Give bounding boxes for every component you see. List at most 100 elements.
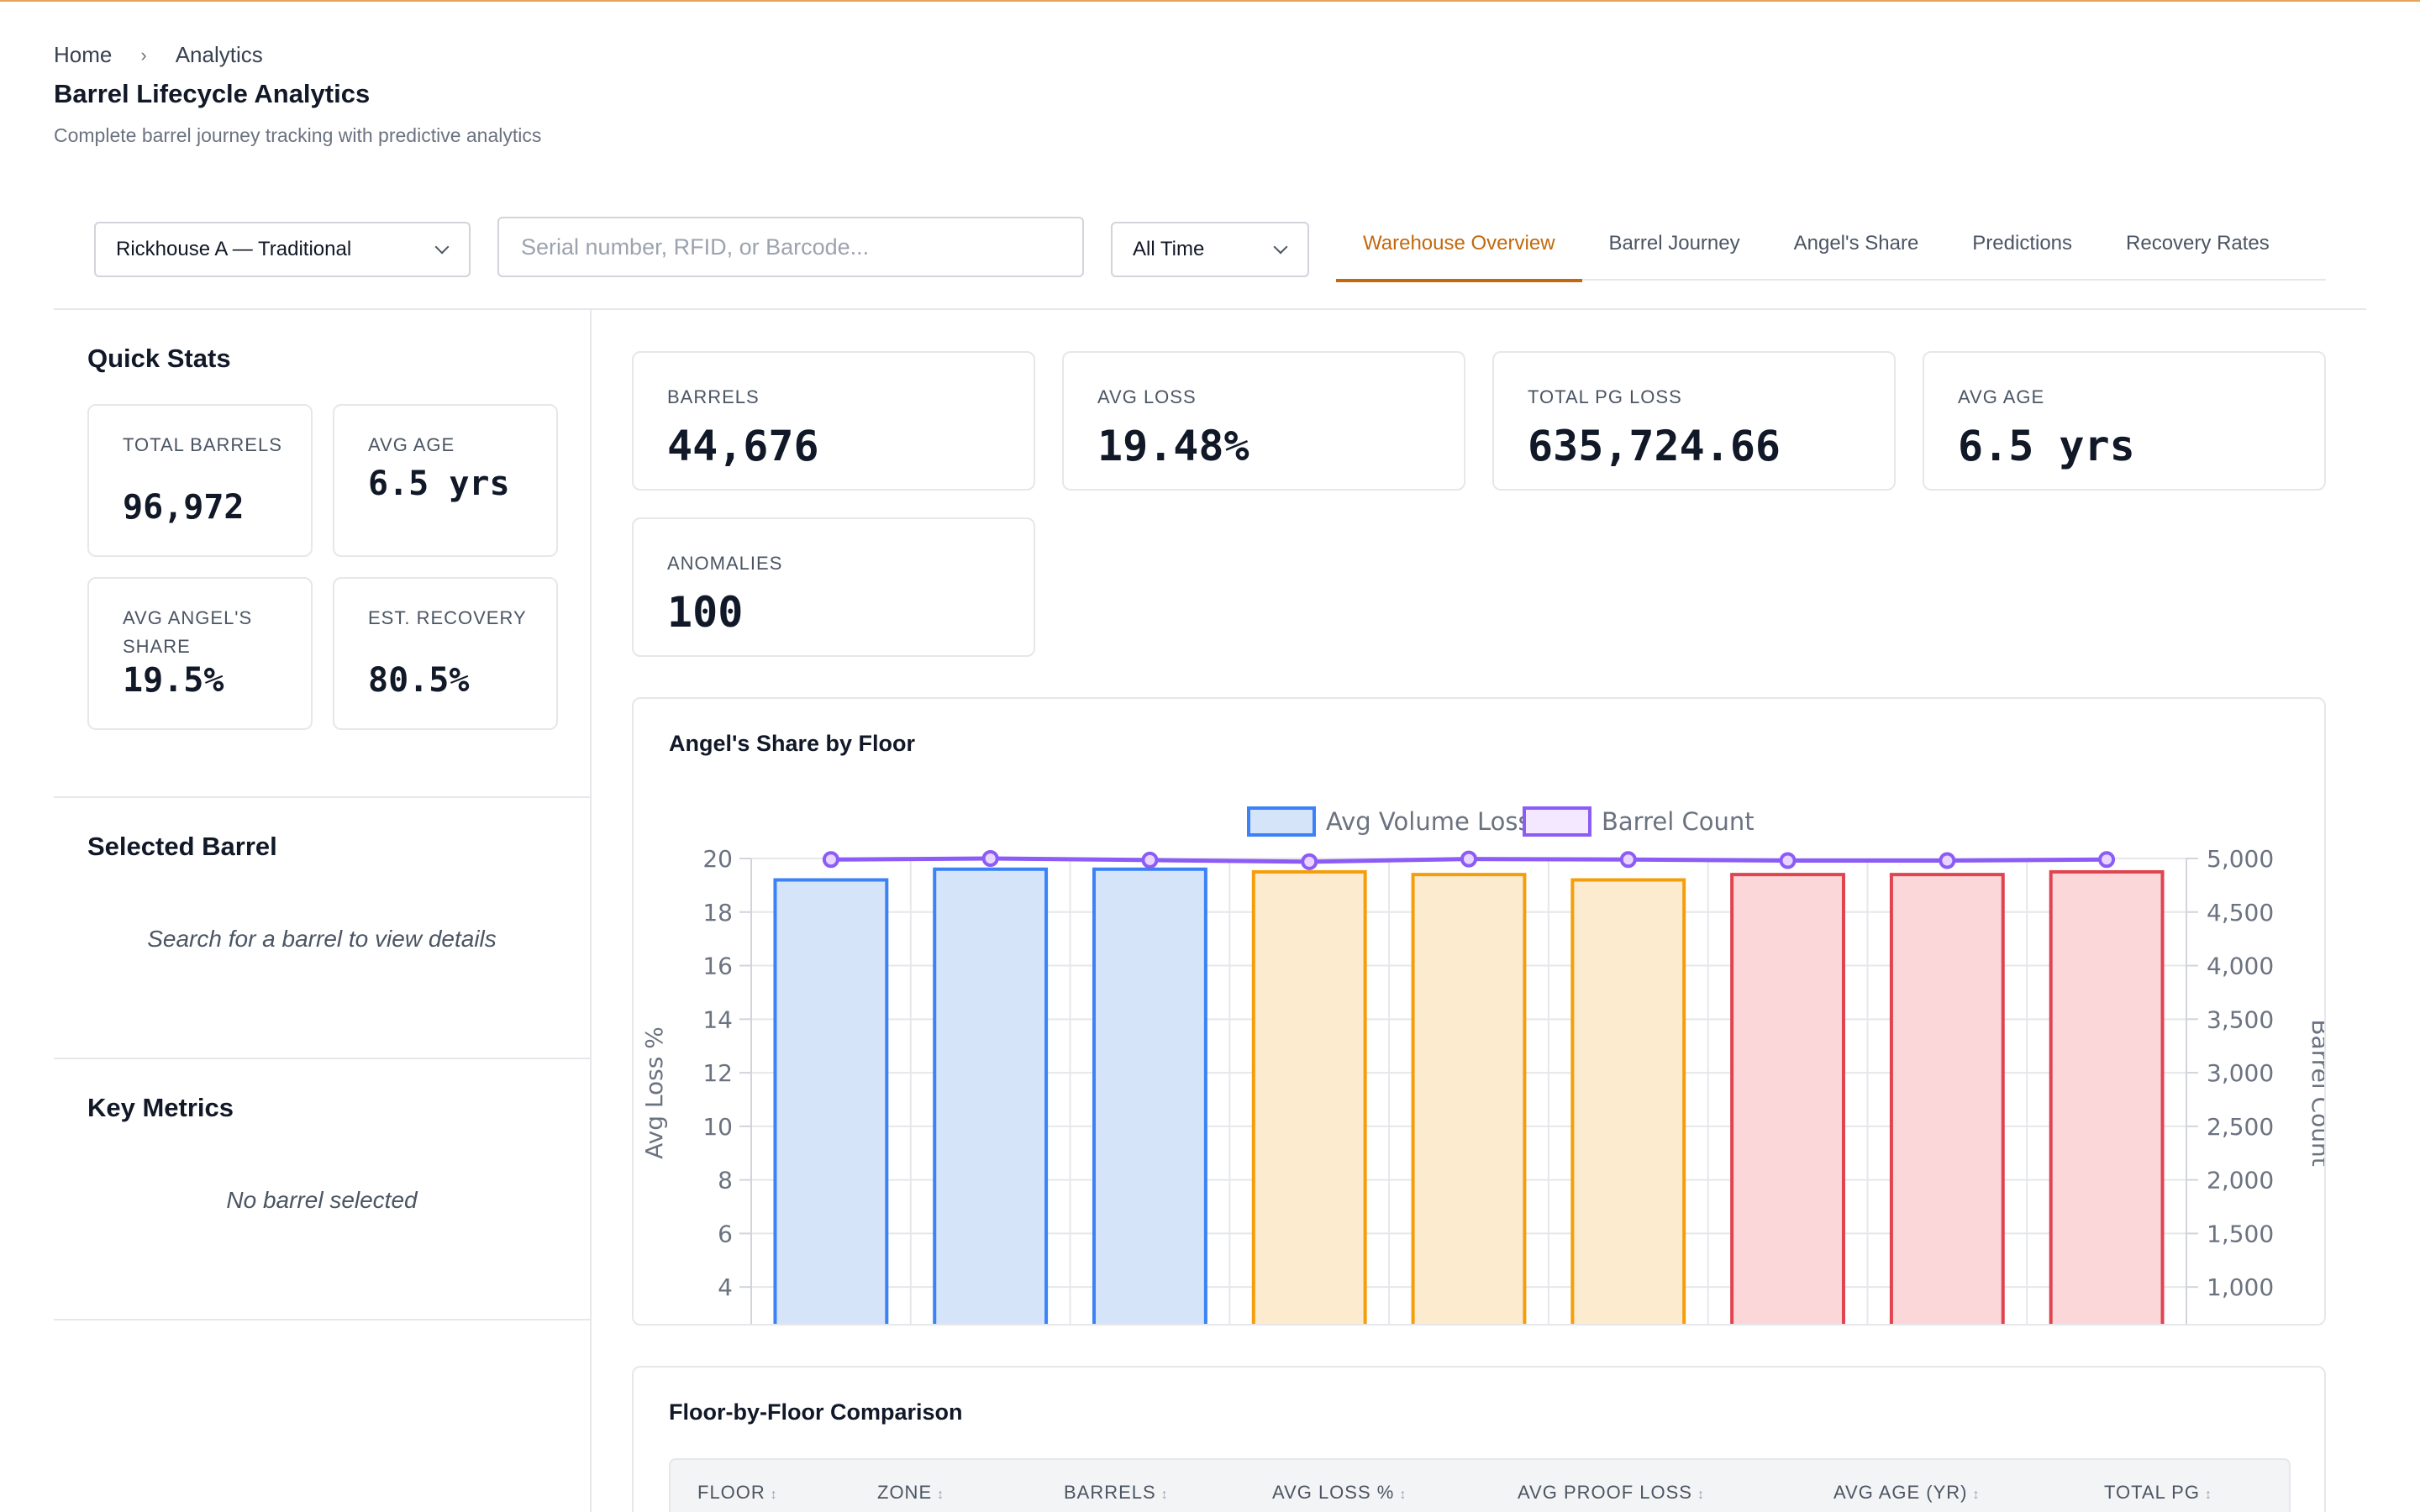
quick-stat-avg-angels-share: AVG ANGEL'S SHARE 19.5%: [87, 577, 313, 730]
selected-barrel-title: Selected Barrel: [87, 832, 277, 861]
y2-axis-tick-label: 4,500: [2207, 899, 2274, 927]
tab-predictions[interactable]: Predictions: [1972, 232, 2073, 255]
selected-barrel-empty-message: Search for a barrel to view details: [147, 926, 497, 952]
chart-title: Angel's Share by Floor: [669, 731, 915, 756]
col-header-zone[interactable]: ZONE ↕: [877, 1482, 944, 1504]
chart-bar: [773, 878, 889, 1324]
quick-stat-label: EST. RECOVERY: [368, 607, 527, 628]
y-axis-tick-label: 14: [702, 1005, 733, 1033]
angels-share-chart-card: Angel's Share by Floor 20 18 16 14 12 10 8 6 4 5,…: [632, 697, 2326, 1326]
stat-card-total-pg-loss: TOTAL PG LOSS 635,724.66: [1492, 351, 1896, 491]
col-header-total-pg[interactable]: TOTAL PG ↕: [2104, 1482, 2212, 1504]
y-axis-tick-label: 6: [718, 1220, 733, 1247]
sort-icon: ↕: [937, 1488, 945, 1502]
sort-icon: ↕: [1972, 1488, 1981, 1502]
tab-recovery-rates[interactable]: Recovery Rates: [2126, 232, 2270, 255]
stat-label: BARRELS: [667, 386, 760, 407]
stat-label: AVG LOSS: [1097, 386, 1197, 407]
y-axis-tick-label: 12: [702, 1059, 733, 1087]
selected-barrel-section: Selected Barrel Search for a barrel to v…: [54, 798, 590, 1059]
y2-axis-tick-label: 3,500: [2207, 1005, 2274, 1033]
quick-stat-label: AVG ANGEL'S SHARE: [123, 607, 253, 657]
sort-icon: ↕: [770, 1488, 778, 1502]
stat-value: 100: [667, 588, 744, 637]
chart-bar: [1092, 867, 1207, 1324]
y-axis-tick-label: 10: [702, 1113, 733, 1141]
key-metrics-section: Key Metrics No barrel selected: [54, 1059, 590, 1320]
chart-bar: [1570, 878, 1686, 1324]
chevron-down-icon: [1273, 239, 1288, 255]
col-header-barrels[interactable]: BARRELS ↕: [1064, 1482, 1169, 1504]
col-header-label: AVG LOSS %: [1272, 1482, 1395, 1503]
sort-icon: ↕: [1399, 1488, 1407, 1502]
legend-swatch-barrel-count: [1523, 806, 1591, 837]
sidebar: Quick Stats TOTAL BARRELS 96,972 AVG AGE…: [54, 310, 592, 1512]
chevron-down-icon: [434, 239, 450, 255]
floor-comparison-card: Floor-by-Floor Comparison FLOOR ↕ ZONE ↕ B…: [632, 1366, 2326, 1512]
stat-card-anomalies: ANOMALIES 100: [632, 517, 1035, 657]
chart-bar: [1251, 869, 1367, 1324]
barrel-count-point: [1939, 852, 1956, 869]
stat-label: TOTAL PG LOSS: [1528, 386, 1682, 407]
y-axis-tick-label: 4: [718, 1273, 733, 1301]
stat-card-avg-age: AVG AGE 6.5 yrs: [1923, 351, 2326, 491]
y2-axis-tick-label: 1,000: [2207, 1273, 2274, 1301]
barrel-count-point: [1141, 851, 1159, 869]
key-metrics-title: Key Metrics: [87, 1093, 234, 1122]
page-subtitle: Complete barrel journey tracking with pr…: [54, 124, 542, 146]
quick-stats-title: Quick Stats: [87, 344, 231, 373]
breadcrumb: Home › Analytics: [54, 42, 263, 68]
stat-value: 635,724.66: [1528, 422, 1781, 470]
warehouse-select[interactable]: Rickhouse A — Traditional: [94, 222, 471, 277]
tab-barrel-journey[interactable]: Barrel Journey: [1608, 232, 1740, 255]
y2-axis-tick-label: 5,000: [2207, 845, 2274, 873]
y-axis-title: Avg Loss %: [640, 1026, 668, 1159]
barrel-count-point: [1460, 850, 1477, 868]
time-range-value: All Time: [1133, 238, 1205, 260]
col-header-label: TOTAL PG: [2104, 1482, 2200, 1503]
stat-card-avg-loss: AVG LOSS 19.48%: [1062, 351, 1465, 491]
header-divider: [54, 308, 2366, 310]
col-header-label: FLOOR: [697, 1482, 765, 1503]
y2-axis-tick-label: 2,000: [2207, 1167, 2274, 1194]
quick-stat-value: 96,972: [123, 488, 245, 527]
quick-stat-est-recovery: EST. RECOVERY 80.5%: [333, 577, 558, 730]
barrel-count-point: [1779, 852, 1797, 869]
col-header-avg-loss[interactable]: AVG LOSS % ↕: [1272, 1482, 1407, 1504]
y2-axis-title: Barrel Count: [2307, 1019, 2326, 1166]
col-header-avg-proof-loss[interactable]: AVG PROOF LOSS ↕: [1518, 1482, 1705, 1504]
chart-bar: [1730, 873, 1845, 1324]
key-metrics-empty-message: No barrel selected: [226, 1187, 418, 1213]
table-title: Floor-by-Floor Comparison: [669, 1399, 963, 1425]
quick-stats-section: Quick Stats TOTAL BARRELS 96,972 AVG AGE…: [54, 310, 590, 798]
col-header-floor[interactable]: FLOOR ↕: [697, 1482, 778, 1504]
stat-card-barrels: BARRELS 44,676: [632, 351, 1035, 491]
table-header-row: FLOOR ↕ ZONE ↕ BARRELS ↕ AVG LOSS % ↕ AVG PR…: [669, 1458, 2291, 1512]
legend-swatch-avg-volume-loss: [1247, 806, 1316, 837]
tab-warehouse-overview[interactable]: Warehouse Overview: [1336, 218, 1582, 282]
chart-bar: [1411, 873, 1527, 1324]
sort-icon: ↕: [1160, 1488, 1169, 1502]
quick-stat-value: 19.5%: [123, 661, 224, 700]
y2-axis-tick-label: 1,500: [2207, 1220, 2274, 1247]
col-header-label: AVG AGE (YR): [1833, 1482, 1968, 1503]
view-tabs: Warehouse Overview Barrel Journey Angel'…: [1336, 218, 2326, 282]
barrel-count-point: [1619, 851, 1637, 869]
stat-label: AVG AGE: [1958, 386, 2045, 407]
warehouse-select-value: Rickhouse A — Traditional: [116, 238, 352, 260]
stat-value: 6.5 yrs: [1958, 422, 2135, 470]
col-header-avg-age[interactable]: AVG AGE (YR) ↕: [1833, 1482, 1981, 1504]
quick-stat-total-barrels: TOTAL BARRELS 96,972: [87, 404, 313, 557]
barrel-search-input[interactable]: [497, 217, 1084, 277]
page-title: Barrel Lifecycle Analytics: [54, 79, 371, 108]
quick-stat-value: 80.5%: [368, 661, 470, 700]
stat-label: ANOMALIES: [667, 553, 783, 574]
time-range-select[interactable]: All Time: [1111, 222, 1309, 277]
barrel-count-point: [822, 851, 839, 869]
barrel-count-point: [1301, 853, 1318, 870]
tab-angels-share[interactable]: Angel's Share: [1793, 232, 1919, 255]
breadcrumb-home[interactable]: Home: [54, 42, 113, 67]
stat-value: 19.48%: [1097, 422, 1249, 470]
y-axis-tick-label: 20: [702, 845, 733, 873]
barrel-count-point: [2098, 851, 2116, 869]
